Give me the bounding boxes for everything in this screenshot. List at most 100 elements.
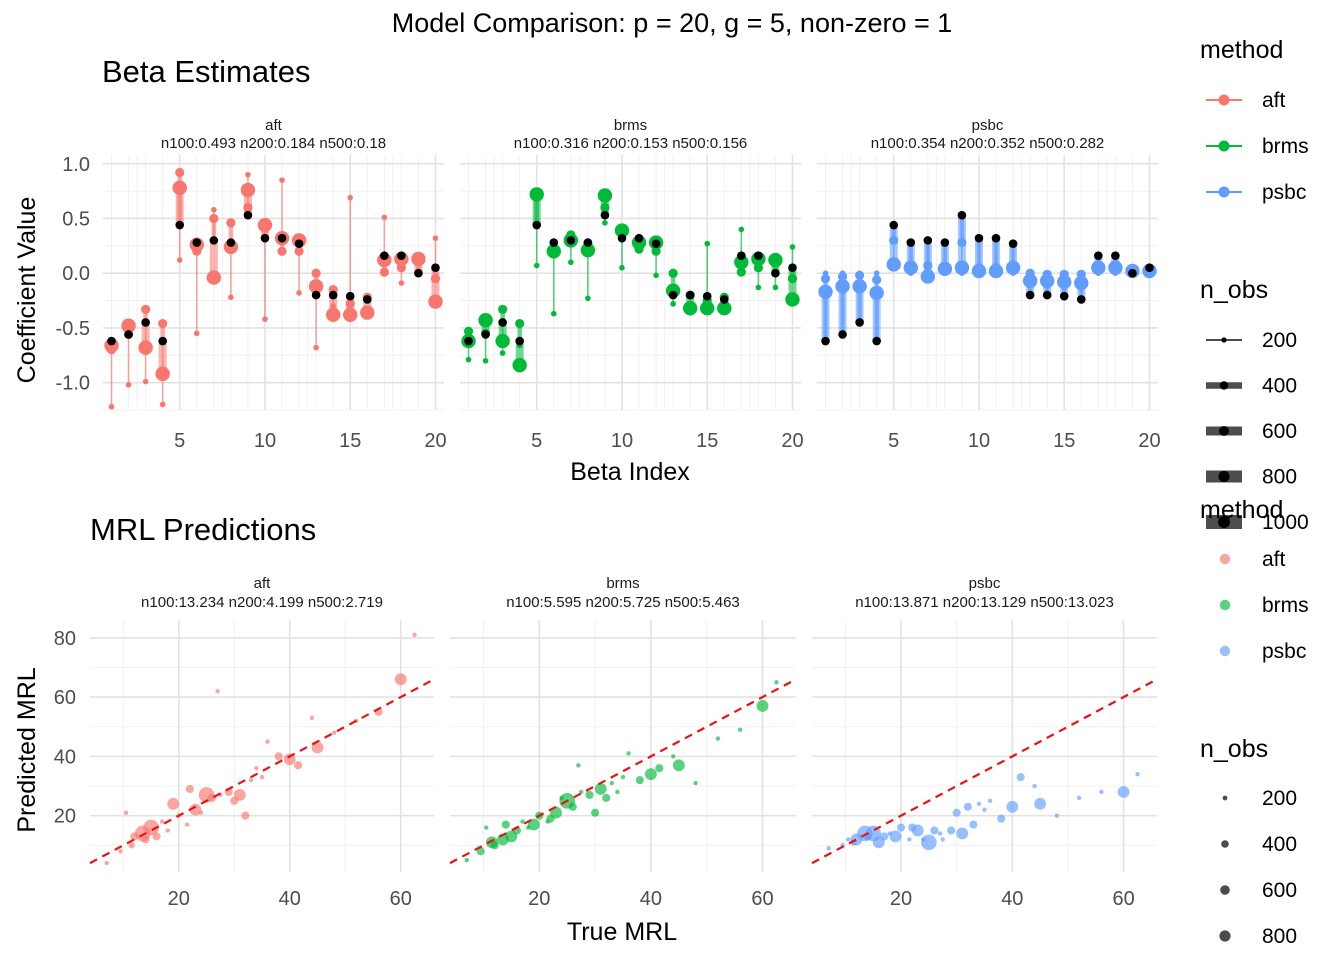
true-beta-point xyxy=(328,290,338,300)
beta-estimate-point xyxy=(515,318,525,329)
mrl-prediction-point xyxy=(987,798,993,804)
beta-estimate-point xyxy=(209,213,219,224)
beta-estimate-point xyxy=(343,307,358,322)
true-beta-point xyxy=(515,336,524,346)
true-beta-point xyxy=(855,318,864,327)
mrl-prediction-point xyxy=(1054,813,1060,818)
beta-estimate-point xyxy=(903,260,918,275)
identity-reference-line xyxy=(449,678,797,865)
legend-nobs2-title: n_obs xyxy=(1200,735,1268,763)
true-beta-point xyxy=(464,336,473,346)
beta-estimate-point xyxy=(193,330,200,337)
legend-nobs2-label: 200 xyxy=(1262,787,1297,810)
beta-estimate-point xyxy=(495,333,510,349)
beta-estimate-point xyxy=(465,356,472,363)
mrl-prediction-point xyxy=(283,753,296,766)
true-beta-point xyxy=(277,233,287,243)
legend-nobs-key-point xyxy=(1218,470,1230,483)
beta-y-tick-label: 0.5 xyxy=(62,208,90,230)
beta-estimate-point xyxy=(226,218,236,228)
beta-estimate-point xyxy=(568,259,574,266)
beta-estimate-point xyxy=(311,268,321,278)
beta-estimate-point xyxy=(379,267,389,277)
beta-estimate-point xyxy=(294,246,304,256)
beta-estimate-point xyxy=(734,255,749,270)
mrl-prediction-point xyxy=(609,780,615,786)
true-beta-point xyxy=(311,290,321,300)
beta-x-tick-label: 20 xyxy=(1138,430,1160,452)
true-beta-point xyxy=(345,291,355,301)
mrl-prediction-point xyxy=(254,766,259,771)
mrl-prediction-point xyxy=(184,822,190,827)
mrl-prediction-point xyxy=(997,814,1006,823)
mrl-prediction-point xyxy=(756,700,769,712)
mrl-prediction-point xyxy=(198,810,204,815)
beta-estimate-point xyxy=(971,263,987,279)
mrl-x-tick-label: 40 xyxy=(1001,888,1023,910)
mrl-prediction-point xyxy=(412,632,417,638)
beta-estimate-point xyxy=(619,264,625,271)
beta-estimate-point xyxy=(872,275,882,285)
mrl-strip-stats: n100:5.595 n200:5.725 n500:5.463 xyxy=(506,594,740,611)
true-beta-point xyxy=(974,233,984,243)
mrl-prediction-point xyxy=(976,801,982,807)
mrl-prediction-point xyxy=(889,830,902,843)
legend-nobs2-key-point xyxy=(1219,930,1231,942)
mrl-prediction-point xyxy=(602,793,611,802)
beta-estimate-point xyxy=(430,274,441,284)
beta-estimate-point xyxy=(308,279,324,294)
true-beta-point xyxy=(821,336,830,346)
mrl-x-tick-label: 20 xyxy=(528,888,550,910)
beta-estimate-point xyxy=(835,279,850,294)
mrl-prediction-point xyxy=(940,837,945,842)
mrl-x-tick-label: 60 xyxy=(1112,888,1134,910)
mrl-prediction-point xyxy=(104,860,109,866)
mrl-prediction-point xyxy=(635,776,644,785)
mrl-prediction-point xyxy=(331,730,337,735)
beta-estimate-point xyxy=(381,214,388,221)
true-beta-point xyxy=(702,291,712,301)
beta-estimate-point xyxy=(1074,275,1089,291)
beta-x-tick-label: 15 xyxy=(339,430,361,452)
mrl-x-tick-label: 40 xyxy=(279,888,301,910)
beta-estimate-point xyxy=(360,305,375,320)
beta-estimate-point xyxy=(704,240,711,247)
true-beta-point xyxy=(243,210,253,220)
beta-estimate-point xyxy=(837,271,848,282)
legend-method2-label: psbc xyxy=(1262,640,1306,663)
beta-estimate-point xyxy=(889,235,899,245)
legend-method2-title: method xyxy=(1200,496,1283,524)
true-beta-point xyxy=(1128,268,1137,278)
mrl-prediction-point xyxy=(930,826,939,835)
true-beta-point xyxy=(498,318,507,327)
beta-estimate-point xyxy=(614,223,630,238)
mrl-prediction-point xyxy=(215,688,220,694)
beta-estimate-point xyxy=(550,310,557,317)
mrl-prediction-point xyxy=(568,802,577,811)
mrl-prediction-point xyxy=(845,837,851,842)
beta-x-tick-label: 20 xyxy=(781,430,803,452)
true-beta-point xyxy=(788,263,797,273)
true-beta-point xyxy=(1059,291,1069,301)
true-beta-point xyxy=(124,330,133,339)
mrl-x-tick-label: 40 xyxy=(640,888,662,910)
mrl-prediction-point xyxy=(952,808,961,817)
true-beta-point xyxy=(617,233,627,243)
true-beta-point xyxy=(158,336,167,346)
beta-estimate-point xyxy=(670,301,676,307)
beta-estimate-point xyxy=(738,226,745,233)
beta-estimate-point xyxy=(138,340,153,355)
true-beta-point xyxy=(294,239,304,248)
mrl-prediction-point xyxy=(887,831,893,836)
beta-estimate-point xyxy=(142,378,149,385)
beta-y-tick-label: 0.0 xyxy=(62,263,90,285)
beta-estimate-point xyxy=(277,246,287,256)
true-beta-point xyxy=(583,238,593,247)
true-beta-point xyxy=(362,295,372,304)
beta-x-tick-label: 10 xyxy=(968,430,990,452)
beta-estimate-point xyxy=(347,194,354,201)
beta-estimate-point xyxy=(1022,273,1038,289)
identity-reference-line xyxy=(89,678,435,865)
true-beta-point xyxy=(600,210,610,220)
